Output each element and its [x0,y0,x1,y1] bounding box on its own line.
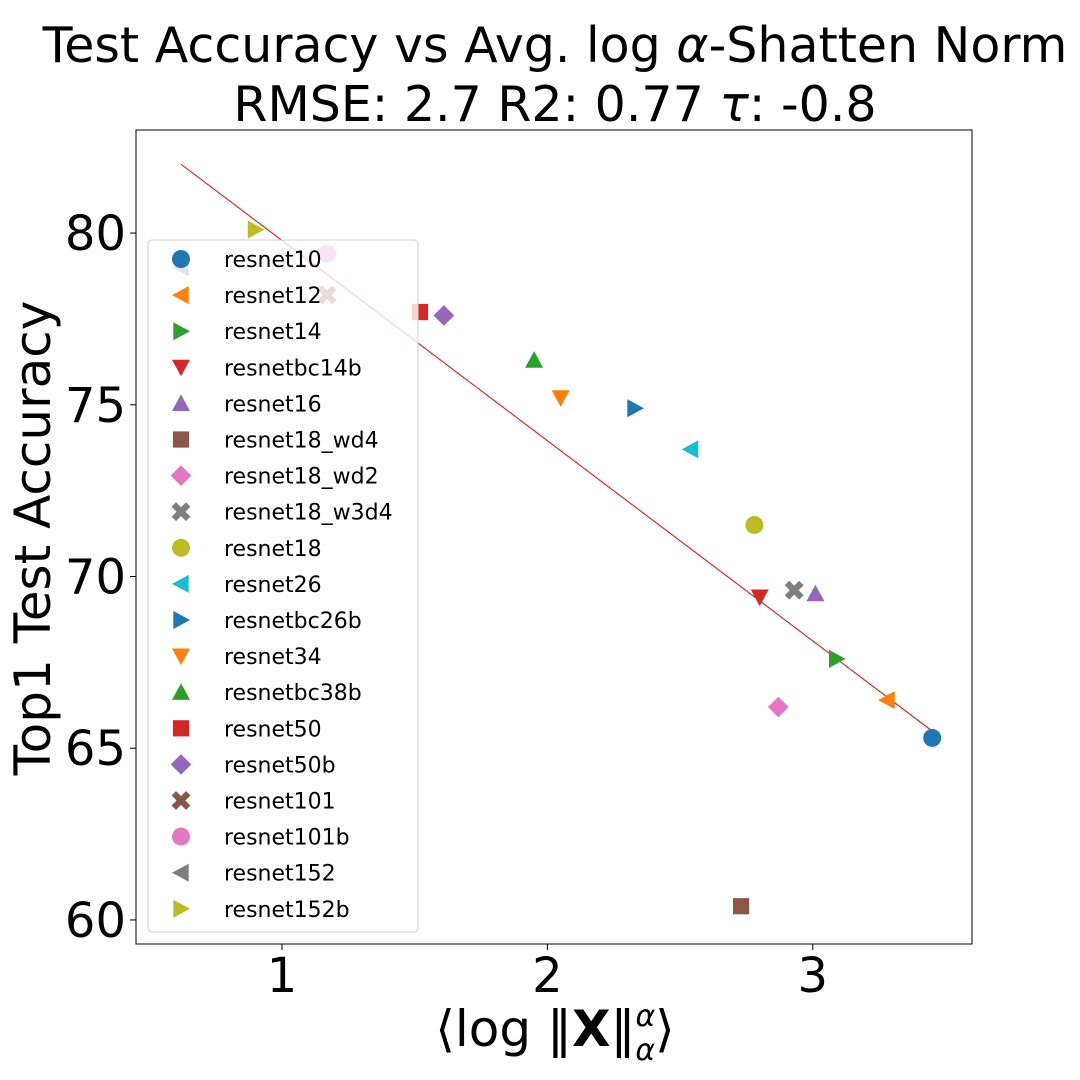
legend-marker [173,322,190,341]
legend-marker [172,648,190,666]
legend-box [147,239,419,933]
data-point [247,220,265,239]
x-tick-label: 1 [267,948,298,1004]
marker-stroke [171,791,191,810]
legend-label: resnet18_w3d4 [224,501,393,526]
data-point [878,691,895,710]
x-tick-label: 2 [532,948,563,1004]
y-tick-label: 70 [65,549,126,605]
legend-marker [170,465,192,486]
legend-label: resnetbc26b [224,609,362,634]
data-point [433,305,455,326]
data-point [767,696,789,718]
data-point [829,649,846,668]
data-point [525,351,544,368]
legend-label: resnet152b [224,898,350,923]
legend-label: resnet50b [224,753,336,778]
data-point [806,584,825,602]
legend-label: resnet152 [224,862,336,887]
x-axis-label: ⟨log ‖X‖α α⟩ [435,999,674,1068]
data-point [750,589,769,607]
legend-marker [172,359,190,377]
legend-marker [172,394,190,411]
legend-marker [172,286,189,305]
data-point [551,390,570,407]
legend-marker [172,574,189,593]
legend-label: resnet12 [224,284,322,309]
data-point [681,440,699,459]
legend-label: resnet10 [224,248,322,273]
data-point [733,898,750,915]
chart-title-line-1: Test Accuracy vs Avg. log α-Shatten Norm [42,17,1068,74]
legend-marker [172,827,190,846]
legend-label: resnetbc38b [224,681,362,706]
plot-area: 1 2 3 60 65 70 75 80 [65,129,973,1004]
y-tick-label: 80 [65,206,126,262]
marker-stroke [784,580,804,600]
y-tick-label: 60 [65,893,126,949]
chart-title-line-2: RMSE: 2.7 R2: 0.77 τ: -0.8 [233,76,876,133]
legend-marker [171,791,191,810]
data-point [627,399,644,418]
legend-label: resnet16 [224,392,322,417]
legend: resnet10 resnet12 resnet14 resnetbc14b resne… [147,239,419,933]
marker-stroke [171,502,191,522]
legend-marker [172,431,190,448]
legend-marker [173,899,190,918]
legend-marker [173,611,190,629]
x-tick-label: 3 [797,948,828,1004]
legend-label: resnetbc14b [224,356,362,381]
legend-marker [172,863,189,882]
legend-label: resnet18_wd2 [224,465,379,490]
legend-marker [172,538,190,557]
legend-marker [170,754,192,775]
axes-frame [135,129,973,945]
data-point [923,728,942,747]
legend-marker [171,502,191,522]
legend-label: resnet101b [224,826,350,851]
legend-marker [172,683,190,700]
legend-label: resnet34 [224,645,322,670]
y-tick-label: 65 [65,721,126,777]
data-point [784,580,804,600]
y-tick-label: 75 [65,378,126,434]
legend-label: resnet50 [224,717,322,742]
legend-label: resnet26 [224,573,322,598]
legend-label: resnet14 [224,320,322,345]
legend-label: resnet18_wd4 [224,429,379,454]
legend-label: resnet18 [224,537,322,562]
legend-marker [172,250,190,268]
legend-label: resnet101 [224,790,336,815]
legend-marker [172,720,190,737]
y-axis-label: Top1 Test Accuracy [4,301,62,777]
data-point [745,515,764,534]
